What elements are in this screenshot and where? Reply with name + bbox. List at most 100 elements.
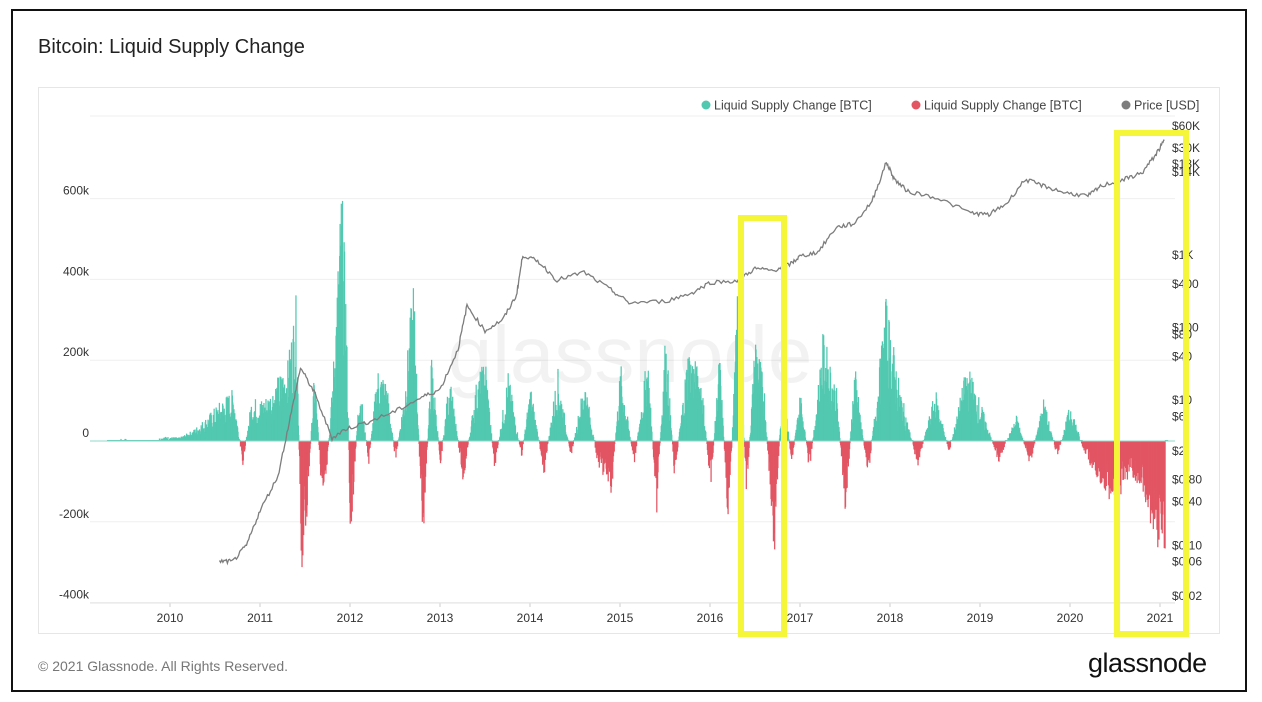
bar-negative (425, 441, 427, 464)
price-tick-label: $10 (1172, 393, 1192, 407)
bar-negative (731, 441, 733, 448)
bar-negative (426, 441, 429, 444)
bar-positive (705, 437, 707, 441)
bar-negative (353, 441, 355, 482)
chart-frame (11, 9, 1247, 692)
bar-negative (994, 441, 997, 451)
bar-positive (1021, 437, 1024, 441)
x-tick-label: 2019 (967, 611, 994, 625)
bar-positive (295, 295, 297, 441)
bar-positive (703, 405, 705, 441)
bar-positive (936, 398, 938, 441)
bar-negative (921, 441, 923, 448)
x-tick-label: 2017 (787, 611, 814, 625)
bar-positive (490, 433, 493, 441)
bar-positive (487, 400, 489, 441)
bar-positive (514, 425, 517, 441)
bar-negative (1004, 441, 1006, 444)
bar-positive (976, 405, 978, 441)
x-tick-label: 2020 (1057, 611, 1084, 625)
bar-positive (697, 375, 699, 441)
bar-negative (1151, 441, 1153, 514)
bar-negative (811, 441, 813, 449)
bar-negative (544, 441, 546, 472)
bar-positive (651, 431, 653, 441)
bar-positive (857, 397, 860, 441)
x-tick-label: 2016 (697, 611, 724, 625)
bar-positive (1044, 406, 1046, 441)
bar-negative (424, 441, 427, 477)
bar-positive (944, 437, 947, 441)
bar-positive (838, 431, 841, 441)
bar-positive (297, 393, 299, 441)
bar-positive (967, 383, 969, 441)
bar-negative (396, 441, 399, 447)
bar-positive (577, 415, 579, 441)
highlight-box (738, 215, 787, 637)
bar-negative (659, 441, 661, 446)
bar-negative (793, 441, 795, 445)
bar-negative (495, 441, 498, 453)
bar-negative (811, 441, 813, 444)
bar-positive (1011, 427, 1013, 441)
bar-positive (1017, 421, 1019, 441)
bar-positive (885, 298, 887, 441)
bar-positive (931, 401, 934, 441)
bar-positive (125, 438, 127, 441)
x-tick-label: 2013 (427, 611, 454, 625)
bar-positive (160, 438, 162, 441)
bar-positive (416, 373, 418, 441)
price-line (218, 139, 1165, 566)
bar-negative (309, 441, 312, 444)
legend-marker (701, 100, 711, 110)
bar-positive (959, 397, 961, 441)
bar-positive (446, 396, 449, 441)
bar-negative (308, 441, 310, 467)
bar-positive (629, 437, 631, 441)
bar-negative (748, 441, 750, 449)
bar-positive (628, 431, 630, 441)
bar-positive (671, 434, 673, 441)
bar-positive (797, 417, 799, 441)
bar-positive (488, 412, 491, 441)
bar-positive (593, 436, 595, 441)
bar-positive (861, 429, 863, 441)
bar-positive (1019, 427, 1021, 441)
bar-negative (658, 441, 660, 455)
bar-negative (870, 441, 872, 451)
bar-positive (250, 406, 253, 441)
bar-positive (801, 417, 803, 441)
bar-negative (467, 441, 469, 445)
legend-label[interactable]: Price [USD] (1134, 99, 1199, 113)
bar-negative (635, 441, 637, 453)
legend-marker (1121, 100, 1131, 110)
bar-positive (765, 432, 767, 441)
bar-positive (990, 437, 992, 441)
bar-positive (563, 413, 566, 441)
price-tick-label: $40 (1172, 349, 1192, 363)
bar-positive (168, 438, 171, 441)
legend-label[interactable]: Liquid Supply Change [BTC] (714, 99, 872, 113)
bar-negative (922, 441, 924, 444)
bar-positive (833, 384, 835, 441)
bar-positive (819, 377, 822, 441)
bar-positive (391, 432, 393, 441)
bar-positive (978, 397, 980, 441)
legend-label[interactable]: Liquid Supply Change [BTC] (924, 99, 1082, 113)
bar-positive (648, 387, 650, 441)
bar-positive (889, 358, 891, 441)
bar-positive (934, 403, 936, 441)
bar-positive (274, 399, 276, 441)
bar-positive (172, 438, 174, 441)
bar-negative (772, 441, 775, 542)
bar-positive (124, 438, 126, 441)
bar-positive (293, 341, 295, 441)
bar-positive (697, 387, 700, 441)
bar-negative (748, 441, 750, 457)
bar-positive (530, 391, 532, 441)
bar-positive (567, 438, 569, 441)
bar-positive (535, 425, 537, 441)
x-tick-label: 2015 (607, 611, 634, 625)
bar-negative (546, 441, 548, 452)
bar-positive (953, 427, 956, 441)
